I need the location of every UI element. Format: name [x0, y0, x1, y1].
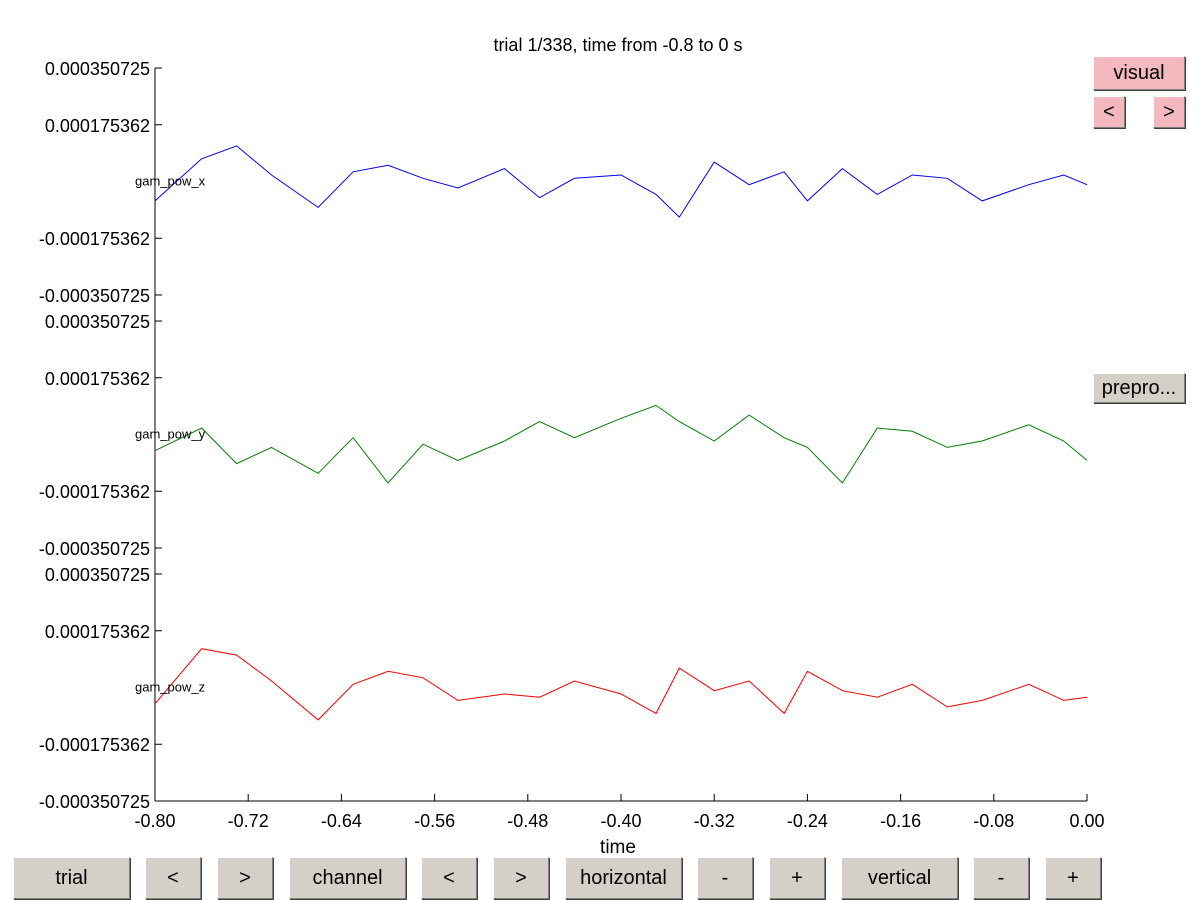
y-tick-label: -0.000350725: [39, 286, 150, 306]
x-tick-label: 0.00: [1069, 811, 1104, 831]
y-tick-label: -0.000175362: [39, 229, 150, 249]
channel-label: gam_pow_z: [135, 680, 205, 695]
series-line-gam_pow_y: [154, 404, 1088, 484]
series-line-gam_pow_x: [154, 145, 1088, 218]
channel-next-button[interactable]: >: [493, 857, 549, 899]
prev-visual-button[interactable]: <: [1093, 96, 1125, 128]
y-tick-label: -0.000175362: [39, 482, 150, 502]
y-tick-label: -0.000350725: [39, 792, 150, 812]
channel-label: gam_pow_x: [135, 174, 206, 189]
horizontal-button[interactable]: horizontal: [565, 857, 682, 899]
y-tick-label: 0.000350725: [45, 59, 150, 79]
horizontal-plus-button[interactable]: +: [769, 857, 825, 899]
x-tick-label: -0.56: [414, 811, 455, 831]
vertical-plus-button[interactable]: +: [1045, 857, 1101, 899]
trial-next-button[interactable]: >: [217, 857, 273, 899]
plot-title: trial 1/338, time from -0.8 to 0 s: [493, 35, 742, 55]
next-visual-button[interactable]: >: [1153, 96, 1185, 128]
x-tick-label: -0.80: [134, 811, 175, 831]
horizontal-minus-button[interactable]: -: [697, 857, 753, 899]
x-tick-label: -0.16: [880, 811, 921, 831]
x-axis-label: time: [600, 837, 636, 858]
y-tick-label: -0.000350725: [39, 539, 150, 559]
channel-prev-button[interactable]: <: [421, 857, 477, 899]
visual-button[interactable]: visual: [1093, 56, 1185, 90]
y-tick-label: 0.000350725: [45, 312, 150, 332]
x-tick-label: -0.40: [600, 811, 641, 831]
x-tick-label: -0.08: [973, 811, 1014, 831]
vertical-minus-button[interactable]: -: [973, 857, 1029, 899]
x-tick-label: -0.64: [321, 811, 362, 831]
x-tick-label: -0.72: [228, 811, 269, 831]
y-tick-label: 0.000175362: [45, 369, 150, 389]
y-tick-label: -0.000175362: [39, 735, 150, 755]
channel-button[interactable]: channel: [289, 857, 406, 899]
y-tick-label: 0.000350725: [45, 565, 150, 585]
x-ticks: -0.80 -0.72 -0.64 -0.56 -0.48 -0.40 -0.32 -0.24…: [134, 794, 1105, 831]
trial-button[interactable]: trial: [13, 857, 130, 899]
prepro-button[interactable]: prepro...: [1093, 373, 1185, 403]
x-tick-label: -0.32: [694, 811, 735, 831]
y-tick-label: 0.000175362: [45, 116, 150, 136]
series-line-gam_pow_z: [154, 648, 1088, 721]
channel-label: gam_pow_y: [135, 427, 206, 442]
y-ticks: 0.000350725 0.000175362 -0.000175362 -0.000…: [39, 59, 162, 812]
series-group: gam_pow_x gam_pow_y gam_pow_z: [135, 145, 1088, 721]
vertical-button[interactable]: vertical: [841, 857, 958, 899]
x-tick-label: -0.48: [507, 811, 548, 831]
y-tick-label: 0.000175362: [45, 622, 150, 642]
trial-prev-button[interactable]: <: [145, 857, 201, 899]
x-tick-label: -0.24: [787, 811, 828, 831]
